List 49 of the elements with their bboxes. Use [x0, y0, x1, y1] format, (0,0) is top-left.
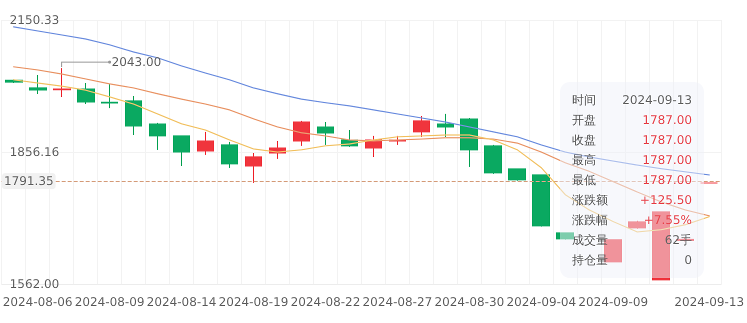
candlestick [221, 141, 238, 168]
candlestick [317, 122, 334, 146]
candlestick [508, 168, 526, 182]
annotation: 最高 [572, 152, 598, 169]
candlestick [173, 134, 190, 166]
x-tick-label: 2024-08-19 [218, 295, 288, 309]
x-tick-label: 2024-08-27 [362, 295, 432, 309]
candlestick [413, 115, 430, 138]
ref-line-label: 1791.35 [4, 174, 54, 188]
annotation: 收盘 [572, 132, 598, 149]
annotation: 2024-09-13 [621, 92, 692, 109]
annotation: 2043.00 [112, 55, 162, 70]
y-tick-label: 2150.33 [10, 13, 60, 27]
annotation: 涨跌幅 [572, 212, 608, 229]
annotation: 成交量 [572, 232, 608, 249]
line-series [13, 26, 710, 176]
annotation: 1787.00 [641, 152, 692, 169]
candlestick [293, 120, 310, 146]
x-tick-label: 2024-08-14 [146, 295, 216, 309]
x-tick-label: 2024-08-06 [2, 295, 73, 309]
annotation: 1787.00 [641, 112, 692, 129]
candlestick [53, 68, 71, 98]
y-tick-label: 1562.00 [10, 277, 60, 291]
annotation: 时间 [572, 92, 598, 109]
y-tick-label: 1856.16 [10, 145, 60, 159]
x-tick-label: 2024-09-09 [578, 295, 648, 309]
annotation: 0 [683, 252, 692, 269]
annotation: 开盘 [572, 112, 598, 129]
candlestick [125, 95, 142, 136]
x-tick-label: 2024-08-30 [434, 295, 504, 309]
candlestick [77, 82, 95, 105]
annotation: 涨跌额 [572, 192, 608, 209]
x-tick-label: 2024-08-09 [74, 295, 144, 309]
candlestick [484, 144, 502, 174]
annotation: 1787.00 [641, 132, 692, 149]
annotation: 持仓量 [572, 252, 608, 269]
annotation: 1787.00 [641, 172, 692, 189]
candlestick [197, 131, 214, 156]
x-tick-label: 2024-09-04 [506, 295, 576, 309]
x-tick-label: 2024-09-13 [674, 295, 744, 309]
candlestick [532, 174, 550, 228]
candlestick [149, 122, 166, 150]
annotation: +125.50 [638, 192, 692, 209]
candlestick [245, 152, 262, 184]
candlestick [101, 83, 118, 109]
annotation: 最低 [572, 172, 598, 189]
candlestick [437, 113, 454, 138]
candlestick [556, 232, 574, 240]
x-tick-label: 2024-08-22 [290, 295, 360, 309]
